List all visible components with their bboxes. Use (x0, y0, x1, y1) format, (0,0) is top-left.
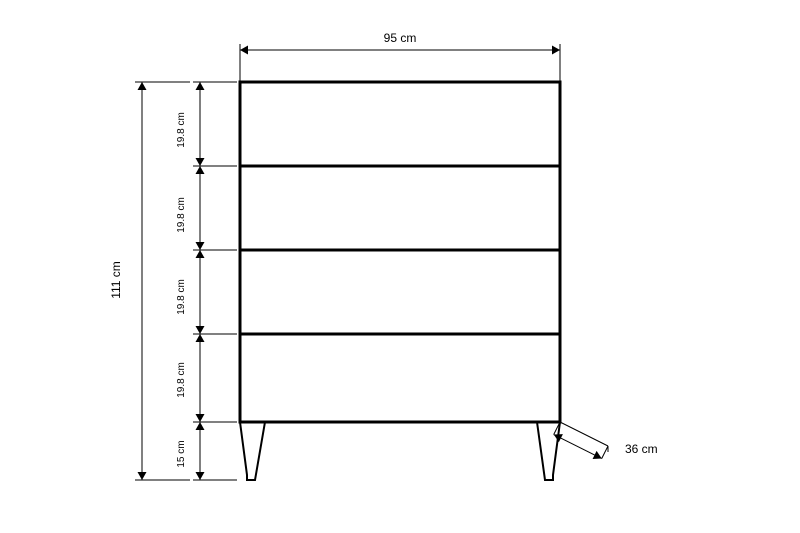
arrowhead (196, 242, 205, 250)
arrowhead (552, 46, 560, 55)
section-label: 19.8 cm (176, 279, 187, 315)
section-label: 15 cm (176, 440, 187, 467)
arrowhead (240, 46, 248, 55)
arrowhead (138, 472, 147, 480)
arrowhead (196, 422, 205, 430)
arrowhead (196, 472, 205, 480)
section-label: 19.8 cm (176, 197, 187, 233)
section-label: 19.8 cm (176, 112, 187, 148)
leg-left (240, 422, 265, 480)
width-label: 95 cm (384, 31, 417, 45)
height-label: 111 cm (109, 261, 123, 299)
arrowhead (196, 166, 205, 174)
arrowhead (138, 82, 147, 90)
depth-ext (602, 446, 608, 459)
arrowhead (196, 326, 205, 334)
section-label: 19.8 cm (176, 362, 187, 398)
arrowhead (196, 158, 205, 166)
cabinet-body (240, 82, 560, 422)
arrowhead (196, 414, 205, 422)
depth-edge (560, 422, 608, 446)
depth-dim-line (554, 435, 602, 459)
leg-right (537, 422, 560, 480)
arrowhead (196, 250, 205, 258)
arrowhead (196, 334, 205, 342)
depth-label: 36 cm (625, 442, 658, 456)
arrowhead (196, 82, 205, 90)
